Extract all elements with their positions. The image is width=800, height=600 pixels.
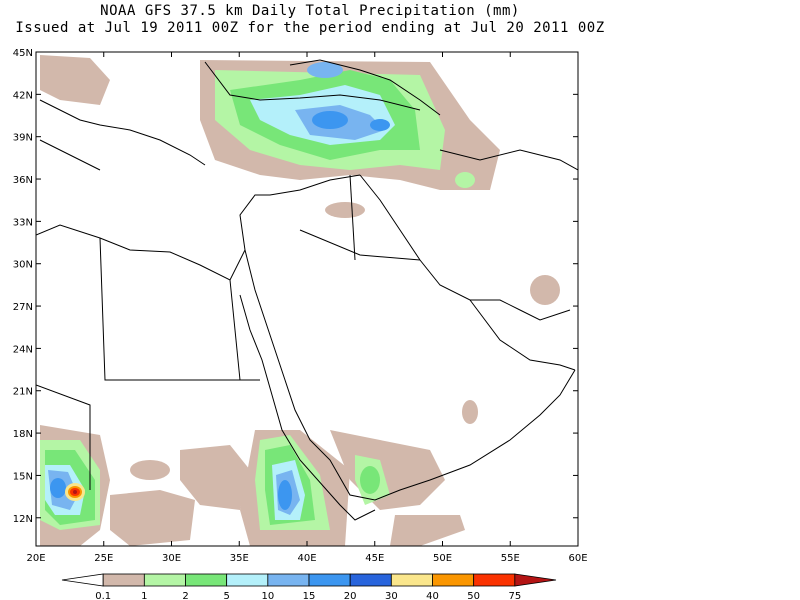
legend-label: 2 bbox=[182, 591, 188, 600]
legend-swatch bbox=[185, 573, 228, 587]
map-subtitle: Issued at Jul 19 2011 00Z for the period… bbox=[15, 20, 605, 36]
legend-label: 10 bbox=[261, 591, 274, 600]
legend-swatch bbox=[349, 573, 392, 587]
y-tick-label: 12N bbox=[13, 514, 33, 525]
precip-intense-cell bbox=[65, 483, 85, 501]
x-axis: 20E 25E 30E 35E 40E 45E 50E 55E 60E bbox=[26, 52, 588, 564]
legend-label: 15 bbox=[303, 591, 316, 600]
legend-swatch bbox=[390, 573, 433, 587]
precip-15-20 bbox=[50, 111, 390, 510]
y-tick-label: 33N bbox=[13, 217, 33, 228]
legend-swatch bbox=[514, 573, 557, 587]
map-title: NOAA GFS 37.5 km Daily Total Precipitati… bbox=[100, 3, 520, 19]
x-tick-label: 55E bbox=[501, 553, 520, 564]
legend-swatch bbox=[267, 573, 310, 587]
y-tick-label: 39N bbox=[13, 133, 33, 144]
legend-label: 30 bbox=[385, 591, 398, 600]
y-tick-label: 42N bbox=[13, 90, 33, 101]
y-tick-label: 30N bbox=[13, 260, 33, 271]
y-tick-label: 24N bbox=[13, 344, 33, 355]
y-tick-label: 36N bbox=[13, 175, 33, 186]
legend-label: 40 bbox=[426, 591, 439, 600]
y-tick-label: 15N bbox=[13, 471, 33, 482]
x-tick-label: 40E bbox=[297, 553, 316, 564]
legend-label: 1 bbox=[141, 591, 147, 600]
x-tick-label: 30E bbox=[162, 553, 181, 564]
legend-swatch bbox=[308, 573, 351, 587]
y-tick-label: 18N bbox=[13, 429, 33, 440]
legend-label: 5 bbox=[223, 591, 229, 600]
y-axis: 12N 15N 18N 21N 24N 27N 30N 33N 36N 39N 42N 45N bbox=[13, 48, 578, 525]
y-tick-label: 27N bbox=[13, 302, 33, 313]
legend-swatch bbox=[61, 573, 104, 587]
legend-swatch bbox=[226, 573, 269, 587]
x-tick-label: 60E bbox=[568, 553, 587, 564]
legend-label: 20 bbox=[344, 591, 357, 600]
y-tick-label: 21N bbox=[13, 387, 33, 398]
x-tick-label: 35E bbox=[230, 553, 249, 564]
precip-layer bbox=[40, 55, 560, 546]
coastlines bbox=[36, 59, 578, 521]
x-tick-label: 20E bbox=[26, 553, 45, 564]
y-tick-label: 45N bbox=[13, 48, 33, 59]
legend-swatch bbox=[473, 573, 516, 587]
legend-swatch bbox=[143, 573, 186, 587]
x-tick-label: 50E bbox=[433, 553, 452, 564]
x-tick-label: 25E bbox=[94, 553, 113, 564]
legend-label: 75 bbox=[508, 591, 521, 600]
legend-swatch bbox=[432, 573, 475, 587]
legend-label: 50 bbox=[467, 591, 480, 600]
legend-swatch bbox=[102, 573, 145, 587]
color-legend: 0.1 1 2 5 10 15 20 30 40 50 75 bbox=[61, 573, 557, 600]
legend-label: 0.1 bbox=[95, 591, 111, 600]
x-tick-label: 45E bbox=[365, 553, 384, 564]
